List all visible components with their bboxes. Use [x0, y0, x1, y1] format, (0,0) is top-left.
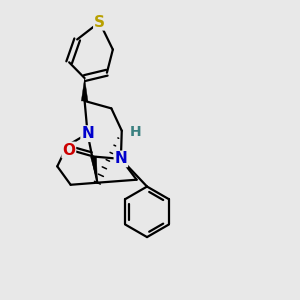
Text: N: N — [81, 126, 94, 141]
Polygon shape — [81, 78, 88, 101]
Polygon shape — [91, 156, 98, 183]
Text: N: N — [115, 152, 127, 166]
Text: O: O — [62, 142, 75, 158]
Text: H: H — [130, 125, 142, 139]
Text: S: S — [94, 15, 105, 30]
